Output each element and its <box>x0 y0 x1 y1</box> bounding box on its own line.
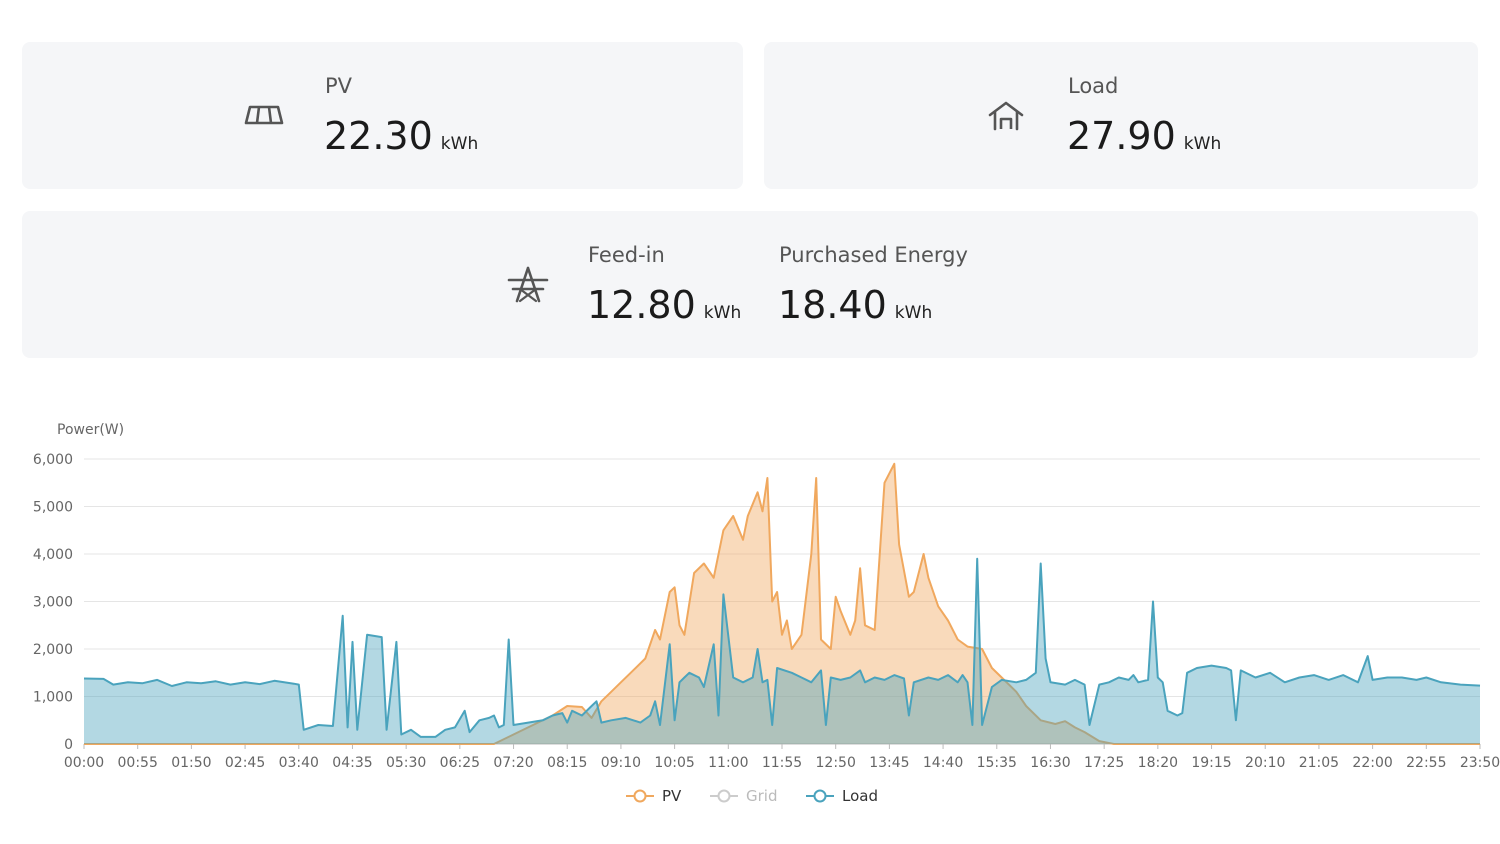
x-tick-label: 23:50 <box>1460 755 1500 771</box>
y-tick-label: 2,000 <box>33 642 73 658</box>
purchased-value: 18.40 kWh <box>778 283 932 327</box>
load-unit: kWh <box>1183 134 1222 154</box>
x-tick-label: 11:00 <box>708 755 748 771</box>
x-tick-label: 09:10 <box>601 755 641 771</box>
y-tick-label: 5,000 <box>33 500 73 516</box>
y-tick-label: 3,000 <box>33 595 73 611</box>
x-tick-label: 12:50 <box>816 755 856 771</box>
pv-value: 22.30 kWh <box>324 114 478 158</box>
feed-in-label: Feed-in <box>588 243 665 267</box>
x-tick-label: 06:25 <box>440 755 480 771</box>
x-tick-label: 21:05 <box>1299 755 1339 771</box>
series-load-area <box>84 558 1480 744</box>
x-tick-label: 10:05 <box>654 755 694 771</box>
x-tick-label: 00:55 <box>118 755 158 771</box>
legend-marker <box>813 789 827 803</box>
pv-label: PV <box>325 74 353 98</box>
x-tick-label: 13:45 <box>869 755 909 771</box>
solar-panel-icon <box>244 105 284 125</box>
series-pv-area <box>84 463 1480 744</box>
x-tick-label: 07:20 <box>493 755 533 771</box>
x-tick-label: 18:20 <box>1138 755 1178 771</box>
y-axis-label: Power(W) <box>57 422 124 438</box>
legend-marker <box>717 789 731 803</box>
load-label: Load <box>1068 74 1119 98</box>
series-pv-line <box>84 462 1480 745</box>
pv-unit: kWh <box>440 134 479 154</box>
feed-in-unit: kWh <box>703 303 742 323</box>
x-tick-label: 05:30 <box>386 755 426 771</box>
x-tick-label: 20:10 <box>1245 755 1285 771</box>
power-tower-icon <box>507 266 549 303</box>
x-tick-label: 19:15 <box>1191 755 1231 771</box>
legend-label: PV <box>662 787 682 805</box>
x-tick-label: 03:40 <box>279 755 319 771</box>
x-tick-label: 02:45 <box>225 755 265 771</box>
legend-marker <box>633 789 647 803</box>
x-tick-label: 14:40 <box>923 755 963 771</box>
x-tick-label: 01:50 <box>171 755 211 771</box>
purchased-label: Purchased Energy <box>779 243 968 267</box>
legend-item-grid[interactable]: Grid <box>710 787 777 805</box>
y-tick-label: 6,000 <box>33 452 73 468</box>
x-tick-label: 22:00 <box>1352 755 1392 771</box>
purchased-unit: kWh <box>894 303 933 323</box>
x-tick-label: 15:35 <box>977 755 1017 771</box>
x-tick-label: 11:55 <box>762 755 802 771</box>
load-card: Load 27.90 kWh <box>764 42 1478 189</box>
house-icon <box>988 101 1024 131</box>
x-tick-label: 08:15 <box>547 755 587 771</box>
grid-card: Feed-in 12.80 kWh Purchased Energy 18.40 k… <box>22 211 1478 358</box>
legend-label: Load <box>842 787 878 805</box>
feed-in-value: 12.80 kWh <box>587 283 741 327</box>
x-tick-label: 17:25 <box>1084 755 1124 771</box>
pv-card: PV 22.30 kWh <box>22 42 743 189</box>
x-tick-label: 04:35 <box>332 755 372 771</box>
legend-item-load[interactable]: Load <box>806 787 878 805</box>
purchased-value-number: 18.40 <box>778 283 887 327</box>
y-tick-label: 0 <box>64 737 73 753</box>
y-tick-label: 4,000 <box>33 547 73 563</box>
y-tick-label: 1,000 <box>33 690 73 706</box>
legend-label: Grid <box>746 787 777 805</box>
load-value: 27.90 kWh <box>1067 114 1221 158</box>
x-tick-label: 00:00 <box>64 755 104 771</box>
legend-item-pv[interactable]: PV <box>626 787 682 805</box>
series-load-line <box>83 557 1481 738</box>
pv-value-number: 22.30 <box>324 114 433 158</box>
feed-in-value-number: 12.80 <box>587 283 696 327</box>
x-tick-label: 22:55 <box>1406 755 1446 771</box>
x-tick-label: 16:30 <box>1030 755 1070 771</box>
load-value-number: 27.90 <box>1067 114 1176 158</box>
